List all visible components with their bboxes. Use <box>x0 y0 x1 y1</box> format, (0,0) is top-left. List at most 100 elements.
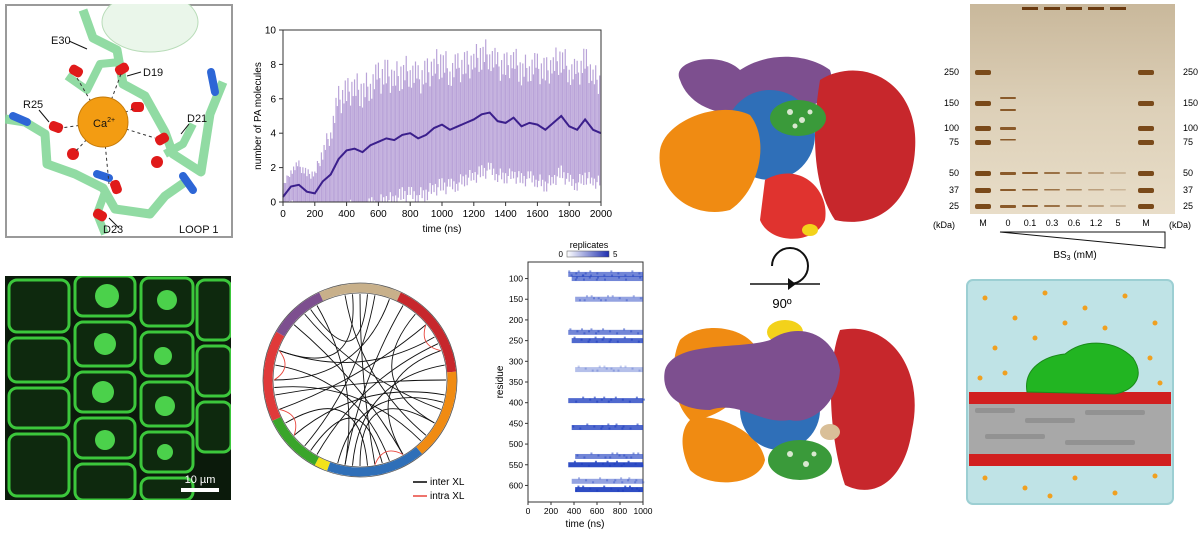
pa-y-ticks: 0 2 4 6 8 10 <box>265 26 283 209</box>
colorbar-min: 0 <box>559 250 564 259</box>
contact-speck <box>622 425 625 428</box>
contact-speck <box>590 452 593 455</box>
gel-marker-left: 100 <box>944 123 959 133</box>
gel-lane-label: 0.3 <box>1046 218 1059 228</box>
gel-kda-left: (kDa) <box>933 220 955 230</box>
contact-speck <box>635 479 638 482</box>
calcium-ion <box>77 96 129 148</box>
red-domain-top <box>760 173 826 239</box>
marker-band <box>1138 204 1154 209</box>
contact-speck <box>613 481 616 484</box>
gel-lane-label: 0.1 <box>1024 218 1037 228</box>
contact-speck <box>581 274 584 277</box>
contact-band <box>568 462 643 468</box>
contact-band <box>575 296 643 302</box>
pa-x-tick-label: 2000 <box>590 209 613 220</box>
contact-speck <box>609 338 612 341</box>
well-band <box>1088 7 1104 10</box>
contact-speck <box>594 336 597 339</box>
contact-speck <box>639 297 642 300</box>
contact-speck <box>576 454 579 457</box>
pa-x-tick-label: 800 <box>402 209 419 220</box>
gel-marker-left: 50 <box>949 168 959 178</box>
circos-segment <box>314 457 331 471</box>
circos-segment <box>326 446 423 477</box>
sample-band <box>1022 172 1038 174</box>
heatmap-x-tick-label: 400 <box>567 506 581 516</box>
heatmap-frame <box>527 261 644 503</box>
gel-markers-right: 250 150 100 75 50 37 25 <box>1183 67 1198 211</box>
pa-x-tick-label: 1800 <box>558 209 581 220</box>
inter-xl-link <box>279 324 427 410</box>
circos-segment <box>396 292 457 373</box>
pa-y-tick-label: 10 <box>265 26 277 37</box>
contact-speck <box>602 336 605 339</box>
pa-x-label: time (ns) <box>423 224 462 235</box>
heatmap-y-tick-label: 100 <box>509 274 523 284</box>
contact-speck <box>597 330 600 333</box>
contact-speck <box>591 369 594 372</box>
pa-y-tick-label: 2 <box>270 163 276 174</box>
contact-speck <box>596 489 599 492</box>
heatmap-y-tick-label: 550 <box>509 460 523 470</box>
circos-svg: inter XL intra XL <box>262 282 465 502</box>
inter-xl-link <box>352 364 445 466</box>
inter-xl-link <box>274 386 422 442</box>
contact-heatmap: replicates 0 5 0 200 400 600 800 1000 100 150 2… <box>495 240 653 530</box>
contact-speck <box>638 272 641 275</box>
sample-band <box>1066 189 1082 191</box>
contact-speck <box>632 452 635 455</box>
heatmap-x-ticks: 0 200 400 600 800 1000 <box>526 502 653 516</box>
well-band <box>1066 7 1082 10</box>
gel-markers-left: 250 150 100 75 50 37 25 <box>944 67 959 211</box>
contact-speck <box>584 367 587 370</box>
colorbar-title: replicates <box>570 240 609 250</box>
membrane-svg <box>966 279 1174 505</box>
calcium-structure-svg: Ca2+ E30 D19 R25 D21 D23 LOOP 1 <box>5 4 233 238</box>
well-band <box>1110 7 1126 10</box>
contact-speck <box>632 274 635 277</box>
contact-band <box>575 367 643 373</box>
contact-speck <box>609 330 612 333</box>
contact-speck <box>637 340 640 343</box>
contact-speck <box>584 272 587 275</box>
pa-x-tick-label: 400 <box>338 209 355 220</box>
marker-band <box>1138 70 1154 75</box>
gel-lane-label: 5 <box>1115 218 1120 228</box>
contact-speck <box>639 276 642 279</box>
inter-xl-link <box>316 343 439 455</box>
sample-band <box>1044 189 1060 191</box>
gel-marker-right: 75 <box>1183 137 1193 147</box>
heatmap-y-tick-label: 300 <box>509 356 523 366</box>
contact-band <box>568 398 643 404</box>
contact-speck <box>615 423 618 426</box>
contact-speck <box>629 427 632 430</box>
inter-xl-link <box>279 294 354 359</box>
contact-speck <box>572 425 575 428</box>
contact-speck <box>573 336 576 339</box>
contact-speck <box>628 485 631 488</box>
heatmap-y-tick-label: 150 <box>509 294 523 304</box>
contact-speck <box>624 274 627 277</box>
heatmap-y-tick-label: 200 <box>509 315 523 325</box>
pa-x-tick-label: 1000 <box>431 209 454 220</box>
contact-speck <box>628 477 631 480</box>
sample-band <box>1000 97 1016 99</box>
inter-xl-link <box>344 305 404 465</box>
intra-xl-link <box>273 350 286 381</box>
contact-speck <box>593 396 596 399</box>
contact-speck <box>623 328 626 331</box>
contact-speck <box>610 270 613 273</box>
contact-speck <box>616 452 619 455</box>
dark-red-domain-top <box>815 70 916 222</box>
contact-speck <box>623 336 626 339</box>
microscopy-svg: 10 µm <box>5 276 231 500</box>
inter-xl-link <box>304 295 376 447</box>
gel-lane-label: 0 <box>1005 218 1010 228</box>
contact-speck <box>605 367 608 370</box>
sample-band <box>1022 189 1038 191</box>
gel-marker-left: 150 <box>944 98 959 108</box>
marker-band <box>975 188 991 193</box>
contact-speck <box>601 462 604 465</box>
contact-speck <box>578 477 581 480</box>
